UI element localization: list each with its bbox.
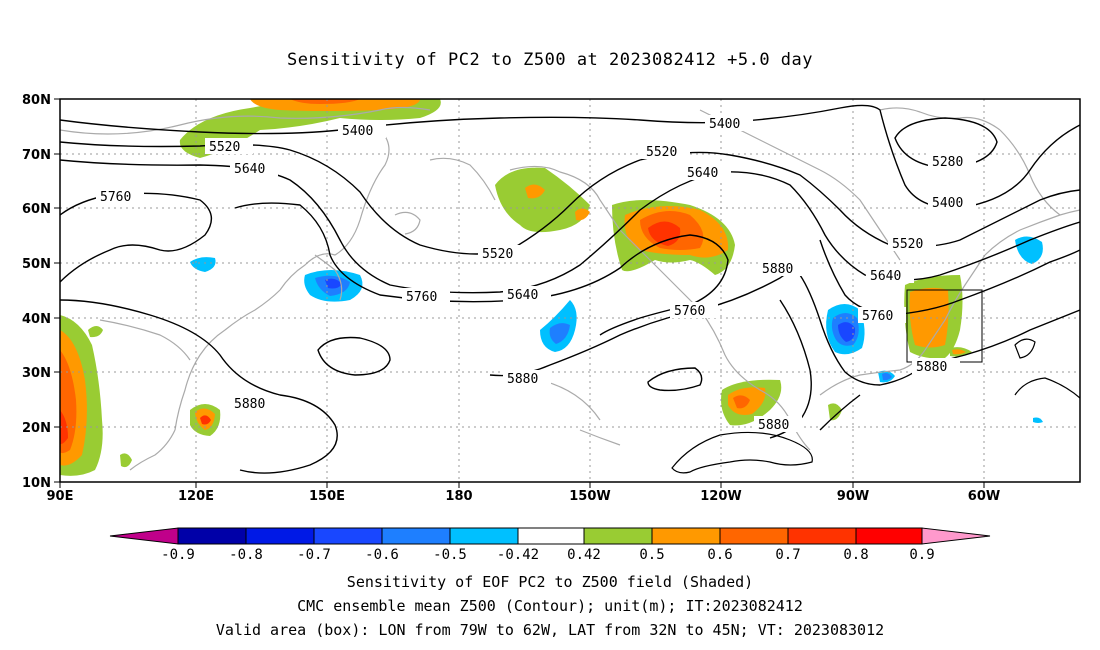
contour-label-5880-d: 5880 xyxy=(758,418,789,433)
contour-label-5880-e: 5880 xyxy=(916,360,947,375)
tick-marks xyxy=(54,98,985,488)
caption-line-2: CMC ensemble mean Z500 (Contour); unit(m… xyxy=(297,597,803,615)
gridlines xyxy=(60,99,1080,482)
longitude-labels: 90E 120E 150E 180 150W 120W 90W 60W xyxy=(47,489,1001,504)
colorbar-cell-7 xyxy=(583,527,653,545)
contour-label-5400-a: 5400 xyxy=(342,124,373,139)
shade-positive-arctic xyxy=(179,99,441,158)
contour-label-5640-a: 5640 xyxy=(234,162,265,177)
latitude-labels: 80N 70N 60N 50N 40N 30N 20N 10N xyxy=(22,93,51,491)
lat-label-30n: 30N xyxy=(22,366,51,381)
contour-label-5280: 5280 xyxy=(932,155,963,170)
shade-negative-small-1 xyxy=(190,257,216,272)
map-title: Sensitivity of PC2 to Z500 at 2023082412… xyxy=(286,50,813,70)
colorbar-cell-10 xyxy=(787,527,857,545)
colorbar-label-2: -0.8 xyxy=(229,547,263,563)
colorbar-cell-1 xyxy=(177,527,247,545)
colorbar-cell-4 xyxy=(381,527,451,545)
lat-label-80n: 80N xyxy=(22,93,51,108)
colorbar-cell-6 xyxy=(517,527,585,545)
lon-label-150e: 150E xyxy=(309,489,345,504)
contour-5880 xyxy=(60,272,1080,474)
colorbar-label-3: -0.7 xyxy=(297,547,331,563)
contour-label-5640-b: 5640 xyxy=(687,166,718,181)
colorbar-cell-11 xyxy=(855,527,923,545)
coastlines-dark xyxy=(671,338,1080,474)
shade-positive-bering xyxy=(495,167,590,233)
lat-label-20n: 20N xyxy=(22,421,51,436)
colorbar-label-9: 0.6 xyxy=(707,547,732,563)
contour-label-5400-b: 5400 xyxy=(709,117,740,132)
contour-label-5520-d: 5520 xyxy=(892,237,923,252)
contour-label-5880-a: 5880 xyxy=(762,262,793,277)
colorbar-label-12: 0.9 xyxy=(909,547,934,563)
lon-label-180: 180 xyxy=(445,489,472,504)
contour-5280 xyxy=(894,117,998,169)
contour-label-5640-c: 5640 xyxy=(507,288,538,303)
colorbar-label-7: 0.42 xyxy=(567,547,601,563)
lon-label-120w: 120W xyxy=(700,489,741,504)
plot-frame xyxy=(59,98,1081,483)
lat-label-60n: 60N xyxy=(22,202,51,217)
contour-label-5520-b: 5520 xyxy=(646,145,677,160)
contour-label-5760-b: 5760 xyxy=(406,290,437,305)
lon-label-90w: 90W xyxy=(837,489,869,504)
contour-labels: 5400 5400 5400 5280 5520 5520 5520 5520 … xyxy=(96,115,976,433)
lat-label-50n: 50N xyxy=(22,257,51,272)
colorbar-upper-triangle xyxy=(921,527,991,545)
contour-label-5520-a: 5520 xyxy=(209,140,240,155)
colorbar-lower-triangle xyxy=(109,527,179,545)
contour-label-5880-c: 5880 xyxy=(234,397,265,412)
contour-label-5880-b: 5880 xyxy=(507,372,538,387)
colorbar-cell-2 xyxy=(245,527,315,545)
colorbar-label-6: -0.42 xyxy=(497,547,539,563)
lon-label-90e: 90E xyxy=(47,489,74,504)
colorbar-label-10: 0.7 xyxy=(775,547,800,563)
contour-label-5400-c: 5400 xyxy=(932,196,963,211)
colorbar: -0.9 -0.8 -0.7 -0.6 -0.5 -0.42 0.42 0.5 … xyxy=(109,527,991,563)
lat-label-40n: 40N xyxy=(22,312,51,327)
sensitivity-shading xyxy=(60,99,1043,476)
colorbar-cell-9 xyxy=(719,527,789,545)
contour-label-5760-a: 5760 xyxy=(100,190,131,205)
contour-label-5640-d: 5640 xyxy=(870,269,901,284)
colorbar-cell-3 xyxy=(313,527,383,545)
colorbar-label-11: 0.8 xyxy=(843,547,868,563)
colorbar-label-8: 0.5 xyxy=(639,547,664,563)
colorbar-cell-5 xyxy=(449,527,519,545)
caption-line-3: Valid area (box): LON from 79W to 62W, L… xyxy=(215,621,885,639)
contour-label-5760-c: 5760 xyxy=(674,304,705,319)
contour-label-5760-d: 5760 xyxy=(862,309,893,324)
lon-label-120e: 120E xyxy=(178,489,214,504)
colorbar-label-4: -0.6 xyxy=(365,547,399,563)
lon-label-60w: 60W xyxy=(968,489,1000,504)
colorbar-label-1: -0.9 xyxy=(161,547,195,563)
contour-label-5520-c: 5520 xyxy=(482,247,513,262)
lat-label-10n: 10N xyxy=(22,476,51,491)
caption-line-1: Sensitivity of EOF PC2 to Z500 field (Sh… xyxy=(346,573,754,591)
lon-label-150w: 150W xyxy=(569,489,610,504)
lat-label-70n: 70N xyxy=(22,148,51,163)
colorbar-cell-8 xyxy=(651,527,721,545)
colorbar-label-5: -0.5 xyxy=(433,547,467,563)
